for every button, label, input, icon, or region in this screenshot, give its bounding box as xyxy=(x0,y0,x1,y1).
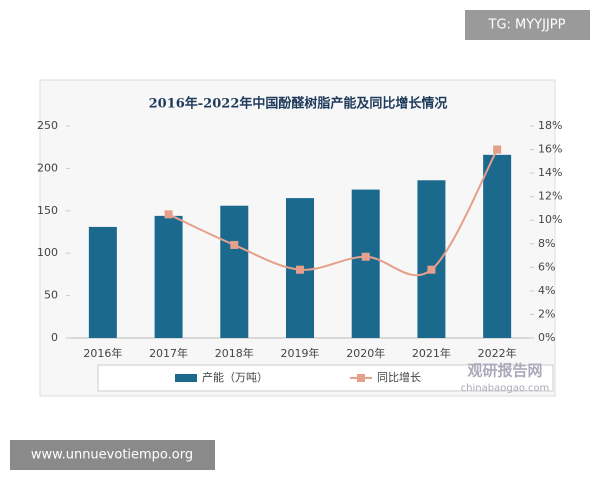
legend-marker xyxy=(357,374,365,382)
y2-tick-label: 2% xyxy=(538,307,555,320)
y2-tick-label: 18% xyxy=(538,119,562,132)
y-tick-label: 50 xyxy=(44,289,58,302)
x-tick-label: 2016年 xyxy=(83,346,122,360)
y2-tick-label: 0% xyxy=(538,331,555,344)
y-tick-label: 200 xyxy=(37,161,58,174)
watermark-box xyxy=(465,10,590,40)
watermark-box xyxy=(10,440,215,470)
marker xyxy=(296,265,304,274)
bar xyxy=(88,226,117,338)
x-tick-label: 2022年 xyxy=(478,346,517,360)
y2-tick-label: 10% xyxy=(538,213,562,226)
x-tick-label: 2017年 xyxy=(149,346,188,360)
y2-tick-label: 4% xyxy=(538,284,555,297)
marker xyxy=(361,252,370,261)
marker xyxy=(164,210,173,219)
y2-tick-label: 6% xyxy=(538,260,555,273)
bar xyxy=(483,154,512,338)
marker xyxy=(230,240,239,249)
watermark: www.unnuevotiempo.org xyxy=(31,448,193,463)
marker xyxy=(427,265,436,274)
bar xyxy=(154,215,183,338)
watermark: TG: MYYJJPP xyxy=(488,18,566,33)
y-tick-label: 100 xyxy=(37,246,58,259)
y2-tick-label: 14% xyxy=(538,166,562,179)
legend-swatch xyxy=(175,374,197,382)
bar xyxy=(351,189,380,338)
bar xyxy=(220,205,249,338)
y-tick-label: 250 xyxy=(37,119,58,132)
x-tick-label: 2021年 xyxy=(412,346,451,360)
y-tick-label: 0 xyxy=(51,331,58,344)
y2-tick-label: 16% xyxy=(538,143,562,156)
chart-title: 2016年-2022年中国酚醛树脂产能及同比增长情况 xyxy=(149,96,448,112)
logo-name: 观研报告网 xyxy=(467,362,542,380)
y-tick-label: 150 xyxy=(37,204,58,217)
legend-label: 产能（万吨） xyxy=(202,370,268,384)
marker xyxy=(493,145,502,154)
y2-tick-label: 12% xyxy=(538,190,562,203)
logo-url: chinabaogao.com xyxy=(461,383,550,394)
legend-label: 同比增长 xyxy=(377,370,421,384)
x-tick-label: 2018年 xyxy=(215,346,254,360)
x-tick-label: 2020年 xyxy=(346,346,385,360)
y2-tick-label: 8% xyxy=(538,237,555,250)
x-tick-label: 2019年 xyxy=(281,346,320,360)
legend-box xyxy=(97,364,554,392)
